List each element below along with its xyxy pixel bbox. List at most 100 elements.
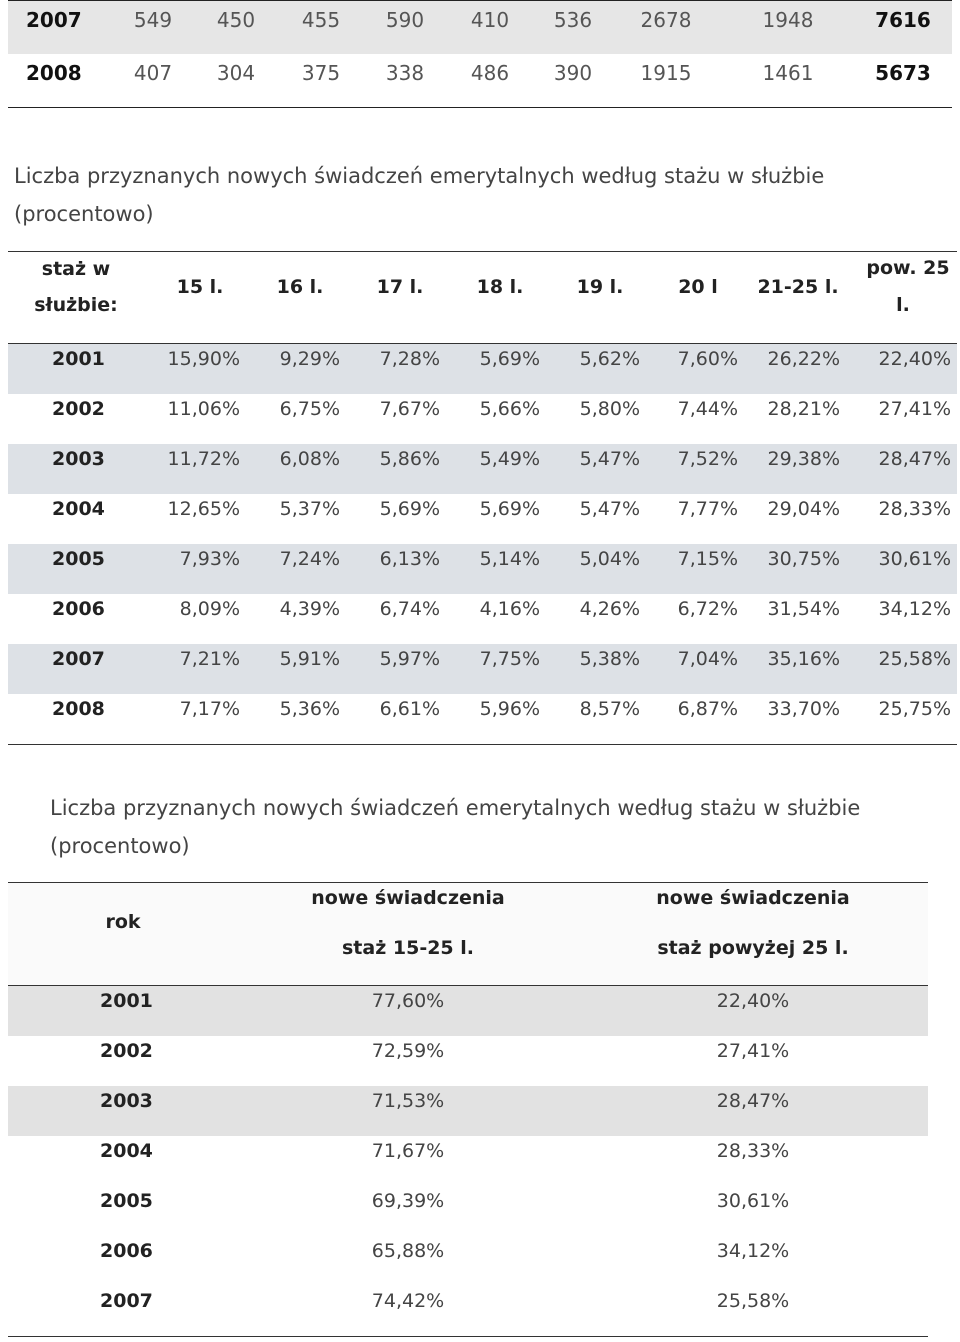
header-cell: 16 l. xyxy=(276,276,324,298)
table-cell: 590 xyxy=(385,8,425,32)
table-cell: 71,53% xyxy=(371,1090,445,1112)
table-cell: 5,96% xyxy=(479,698,540,720)
table-header: rok nowe świadczenia staż 15-25 l. nowe … xyxy=(8,883,928,986)
table-cell: 455 xyxy=(301,8,341,32)
year-cell: 2008 xyxy=(52,698,105,720)
header-cell: pow. 25 xyxy=(866,257,950,279)
table-cell: 5,97% xyxy=(379,648,440,670)
table-cell: 549 xyxy=(133,8,173,32)
table-row: 2002 11,06% 6,75% 7,67% 5,66% 5,80% 7,44… xyxy=(8,394,957,444)
table-caption-note: (procentowo) xyxy=(50,834,190,858)
header-cell: 19 l. xyxy=(576,276,624,298)
header-cell: rok xyxy=(105,911,141,933)
table-cell: 7,52% xyxy=(677,448,738,470)
table-cell: 486 xyxy=(470,61,510,85)
table-cell: 9,29% xyxy=(279,348,340,370)
year-cell: 2005 xyxy=(100,1190,153,1212)
year-cell: 2005 xyxy=(52,548,105,570)
table-cell: 5,69% xyxy=(379,498,440,520)
table-cell: 28,33% xyxy=(878,498,951,520)
table-cell: 34,12% xyxy=(878,598,951,620)
table-cell: 6,87% xyxy=(677,698,738,720)
table-cell: 304 xyxy=(216,61,256,85)
table-cell: 11,06% xyxy=(167,398,240,420)
table-cell: 27,41% xyxy=(716,1040,790,1062)
table-cell: 25,75% xyxy=(878,698,951,720)
summary-percent-table: rok nowe świadczenia staż 15-25 l. nowe … xyxy=(8,882,928,1337)
table-cell: 31,54% xyxy=(767,598,840,620)
year-cell: 2002 xyxy=(100,1040,153,1062)
table-cell: 5,49% xyxy=(479,448,540,470)
table-row: 2001 15,90% 9,29% 7,28% 5,69% 5,62% 7,60… xyxy=(8,344,957,394)
counts-table: 2007 549 450 455 590 410 536 2678 1948 7… xyxy=(8,0,952,108)
table-cell: 4,26% xyxy=(579,598,640,620)
table-cell: 27,41% xyxy=(878,398,951,420)
table-cell: 7,28% xyxy=(379,348,440,370)
table-cell: 28,47% xyxy=(716,1090,790,1112)
table-cell: 5,04% xyxy=(579,548,640,570)
year-cell: 2002 xyxy=(52,398,105,420)
table-cell: 33,70% xyxy=(767,698,840,720)
table-cell: 77,60% xyxy=(371,990,445,1012)
table-row: 2003 71,53% 28,47% xyxy=(8,1086,928,1136)
table-cell: 5,37% xyxy=(279,498,340,520)
table-cell: 407 xyxy=(133,61,173,85)
table-cell: 22,40% xyxy=(878,348,951,370)
table-row: 2004 12,65% 5,37% 5,69% 5,69% 5,47% 7,77… xyxy=(8,494,957,544)
table-cell: 72,59% xyxy=(371,1040,445,1062)
table-cell: 1948 xyxy=(762,8,814,32)
header-cell: 17 l. xyxy=(376,276,424,298)
table-caption-note: (procentowo) xyxy=(14,202,154,226)
table-cell: 6,72% xyxy=(677,598,738,620)
year-cell: 2006 xyxy=(52,598,105,620)
table-cell: 7,21% xyxy=(179,648,240,670)
table-cell: 1915 xyxy=(640,61,692,85)
year-cell: 2006 xyxy=(100,1240,153,1262)
table-cell: 7,77% xyxy=(677,498,738,520)
table-cell: 29,04% xyxy=(767,498,840,520)
year-cell: 2007 xyxy=(100,1290,153,1312)
table-row: 2002 72,59% 27,41% xyxy=(8,1036,928,1086)
header-cell: l. xyxy=(896,294,910,316)
table-cell: 5,66% xyxy=(479,398,540,420)
table-row: 2004 71,67% 28,33% xyxy=(8,1136,928,1186)
table-cell: 7,60% xyxy=(677,348,738,370)
table-row: 2007 74,42% 25,58% xyxy=(8,1286,928,1336)
table-cell: 2678 xyxy=(640,8,692,32)
year-cell: 2004 xyxy=(52,498,105,520)
table-cell: 6,74% xyxy=(379,598,440,620)
table-cell: 5,62% xyxy=(579,348,640,370)
table-cell: 74,42% xyxy=(371,1290,445,1312)
table-cell: 28,33% xyxy=(716,1140,790,1162)
table-caption: Liczba przyznanych nowych świadczeń emer… xyxy=(14,164,825,188)
header-cell: 20 l xyxy=(678,276,718,298)
table-cell: 7,93% xyxy=(179,548,240,570)
table-cell: 410 xyxy=(470,8,510,32)
service-length-percent-table: staż w służbie: 15 l. 16 l. 17 l. 18 l. … xyxy=(8,251,957,745)
table-cell: 34,12% xyxy=(716,1240,790,1262)
table-cell: 28,21% xyxy=(767,398,840,420)
header-cell: nowe świadczenia xyxy=(311,887,505,909)
table-cell: 15,90% xyxy=(167,348,240,370)
table-cell: 28,47% xyxy=(878,448,951,470)
table-cell: 390 xyxy=(553,61,593,85)
table-row: 2006 8,09% 4,39% 6,74% 4,16% 4,26% 6,72%… xyxy=(8,594,957,644)
table-caption: Liczba przyznanych nowych świadczeń emer… xyxy=(50,796,861,820)
table-cell: 4,16% xyxy=(479,598,540,620)
table-cell: 30,61% xyxy=(716,1190,790,1212)
table-cell: 6,08% xyxy=(279,448,340,470)
year-cell: 2001 xyxy=(52,348,105,370)
table-cell: 35,16% xyxy=(767,648,840,670)
header-label: staż w xyxy=(41,258,111,280)
table-cell: 8,09% xyxy=(179,598,240,620)
table-cell: 375 xyxy=(301,61,341,85)
header-cell: 21-25 l. xyxy=(757,276,839,298)
table-cell: 7,67% xyxy=(379,398,440,420)
year-cell: 2008 xyxy=(26,61,82,85)
table-cell: 7,44% xyxy=(677,398,738,420)
table-cell: 30,75% xyxy=(767,548,840,570)
year-cell: 2004 xyxy=(100,1140,153,1162)
table-cell: 8,57% xyxy=(579,698,640,720)
table-cell: 5,47% xyxy=(579,448,640,470)
table-cell: 536 xyxy=(553,8,593,32)
